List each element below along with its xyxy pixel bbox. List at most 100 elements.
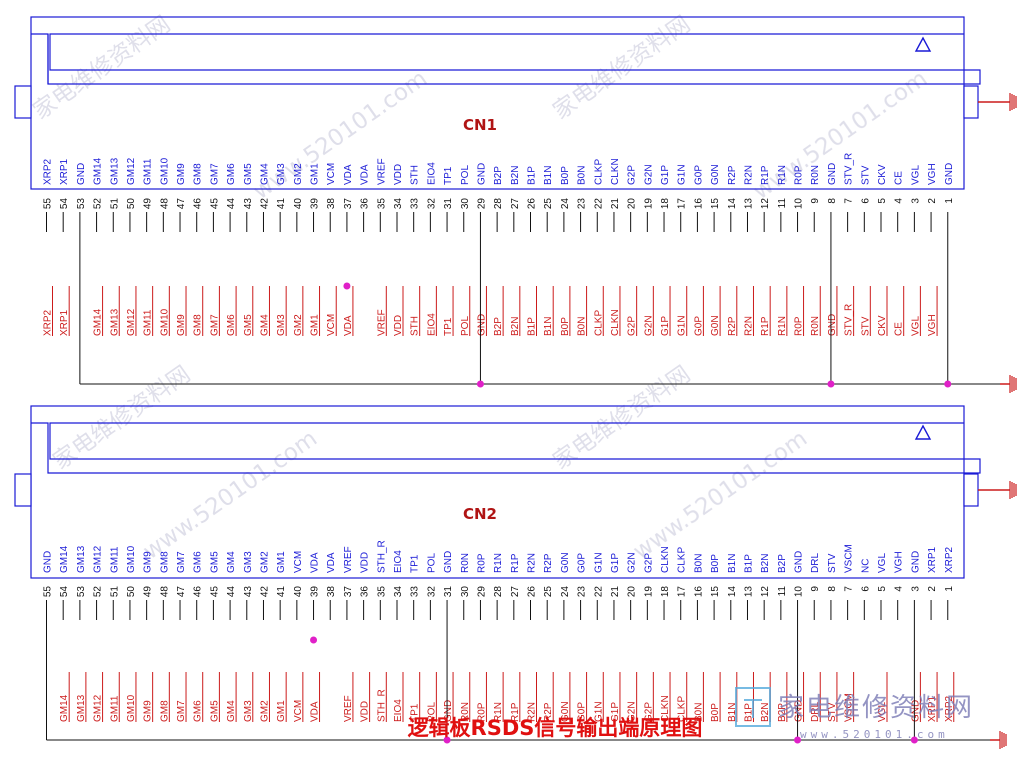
pin-label: CKV — [877, 164, 888, 185]
pin-label: B2N — [510, 166, 521, 185]
net-label: GM2 — [293, 314, 304, 336]
pin-number: 32 — [426, 586, 437, 598]
pin-label: VDA — [343, 164, 354, 185]
pin-label: G1P — [660, 165, 671, 185]
pin-labels: XRP2 XRP1 GND GM14 GM13 GM12 GM11 GM10 GM9 GM8 GM7… — [43, 153, 955, 185]
pin-label: GM1 — [310, 163, 321, 185]
watermark-text: 家电维修资料网 — [549, 11, 696, 125]
pin-number: 4 — [894, 198, 905, 204]
pin-label: G2P — [627, 165, 638, 185]
pin-label: NC — [860, 559, 871, 573]
pin-number: 44 — [226, 586, 237, 598]
pin-label: R0P — [794, 165, 805, 185]
net-label: GM5 — [209, 700, 220, 722]
pin-number: 46 — [193, 586, 204, 598]
net-label: B0P — [710, 703, 721, 722]
net-label: G2N — [643, 315, 654, 336]
connector-title: CN1 — [463, 116, 497, 134]
connector-cn1: CN1 XRP2 XRP1 GND GM14 GM13 GM12 GM11 GM10 GM9 GM… — [14, 16, 981, 336]
net-label: R1N — [777, 316, 788, 336]
pin-label: G2N — [627, 552, 638, 573]
pin-label: GM13 — [109, 157, 120, 185]
pin-label: B0N — [577, 166, 588, 185]
pin-label: B1N — [543, 166, 554, 185]
pin-label: EIO4 — [426, 162, 437, 185]
pin-number: 12 — [760, 198, 771, 210]
pin-label: DRL — [810, 553, 821, 573]
pin-label: GND — [43, 551, 54, 573]
pin-label: G2P — [643, 553, 654, 573]
pin-number: 12 — [760, 586, 771, 598]
pin-label: GM9 — [176, 163, 187, 185]
net-label: GM1 — [310, 314, 321, 336]
net-label: G2P — [627, 316, 638, 336]
logo-url: www.520101.com — [800, 728, 949, 741]
pin-label: VGH — [894, 551, 905, 573]
net-label: POL — [426, 702, 437, 722]
net-label: R2N — [743, 316, 754, 336]
pin-label: VDA — [310, 552, 321, 573]
pin-label: STH_R — [376, 540, 387, 573]
pin-label: GM4 — [226, 551, 237, 573]
net-label: B1N — [543, 317, 554, 336]
net-label: GM13 — [76, 694, 87, 722]
net-label: VDD — [360, 701, 371, 722]
pin-number: 2 — [927, 586, 938, 592]
pin-label: R2P — [543, 553, 554, 573]
pin-number: 36 — [360, 586, 371, 598]
net-label: GM4 — [259, 314, 270, 336]
net-label: G2P — [643, 702, 654, 722]
net-label: XRP2 — [944, 695, 955, 722]
net-label: GM10 — [126, 694, 137, 722]
pin-number: 3 — [910, 198, 921, 204]
pin-number: 4 — [894, 586, 905, 592]
net-label: GM9 — [143, 700, 154, 722]
pin-number: 11 — [777, 198, 788, 209]
net-label: G0P — [577, 702, 588, 722]
pin-number: 18 — [660, 198, 671, 210]
pin-label: B2N — [760, 554, 771, 573]
pin-number: 13 — [743, 198, 754, 210]
pin-label: R0P — [476, 553, 487, 573]
pin-number: 2 — [927, 198, 938, 204]
pin-number: 35 — [376, 586, 387, 598]
net-label: VGL — [877, 702, 888, 722]
pin-label: EIO4 — [393, 550, 404, 573]
pin-number: 51 — [109, 586, 120, 598]
pin-label: G1P — [610, 553, 621, 573]
net-label: GND — [910, 700, 921, 722]
net-label: CLKP — [677, 696, 688, 722]
pin-number: 29 — [476, 198, 487, 210]
pin-label: B0P — [710, 554, 721, 573]
net-label: EIO4 — [426, 313, 437, 336]
pin-number: 50 — [126, 586, 137, 598]
pin-number: 11 — [777, 586, 788, 597]
pin-label: POL — [460, 165, 471, 185]
pin-number: 27 — [510, 586, 521, 598]
net-label: G1P — [610, 702, 621, 722]
pin-label: GM14 — [59, 545, 70, 573]
pin-number: 31 — [443, 198, 454, 210]
pin-number: 16 — [693, 586, 704, 598]
net-label: G2N — [627, 701, 638, 722]
junction-dot — [910, 736, 918, 744]
pin-number: 49 — [143, 198, 154, 210]
net-label: R1N — [493, 702, 504, 722]
net-label: B0P — [560, 317, 571, 336]
net-label: VDA — [343, 315, 354, 336]
pin-number: 41 — [276, 198, 287, 210]
net-label: GND — [476, 314, 487, 336]
pin-number: 1 — [944, 198, 955, 204]
pin-number: 50 — [126, 198, 137, 210]
pin-label: VGH — [927, 163, 938, 185]
pin-label: B0N — [693, 554, 704, 573]
pin-label: GM2 — [293, 163, 304, 185]
pin-label: R2N — [527, 553, 538, 573]
net-label: GM11 — [109, 695, 120, 722]
pin-number: 27 — [510, 198, 521, 210]
net-label: GM2 — [259, 700, 270, 722]
logo-frame-icon — [735, 687, 771, 727]
net-label: G1N — [677, 315, 688, 336]
pin-label: GND — [76, 163, 87, 185]
connector-cn2: CN2 GND GM14 GM13 GM12 GM11 GM10 GM9 GM8 GM7 GM6 G… — [14, 405, 981, 722]
